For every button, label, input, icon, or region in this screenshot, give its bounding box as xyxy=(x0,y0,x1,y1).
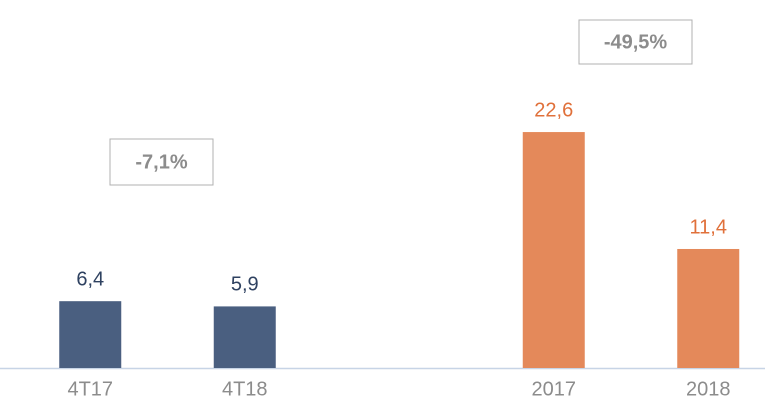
x-tick-label: 2018 xyxy=(686,378,731,400)
value-label: 22,6 xyxy=(534,99,573,121)
value-label: 11,4 xyxy=(690,216,727,238)
x-tick-label: 4T18 xyxy=(222,378,268,400)
annotation-box xyxy=(578,19,693,65)
value-label: 5,9 xyxy=(231,274,259,296)
bar xyxy=(59,301,122,368)
annotation: -49,5% xyxy=(604,31,668,53)
annotation-box xyxy=(109,138,214,186)
x-tick-label: 2017 xyxy=(532,378,577,400)
bar xyxy=(677,248,740,368)
value-label: 6,4 xyxy=(76,268,104,290)
x-tick-label: 4T17 xyxy=(67,378,113,400)
bar xyxy=(522,132,585,368)
bar xyxy=(213,306,276,368)
annotation: -7,1% xyxy=(135,151,187,173)
